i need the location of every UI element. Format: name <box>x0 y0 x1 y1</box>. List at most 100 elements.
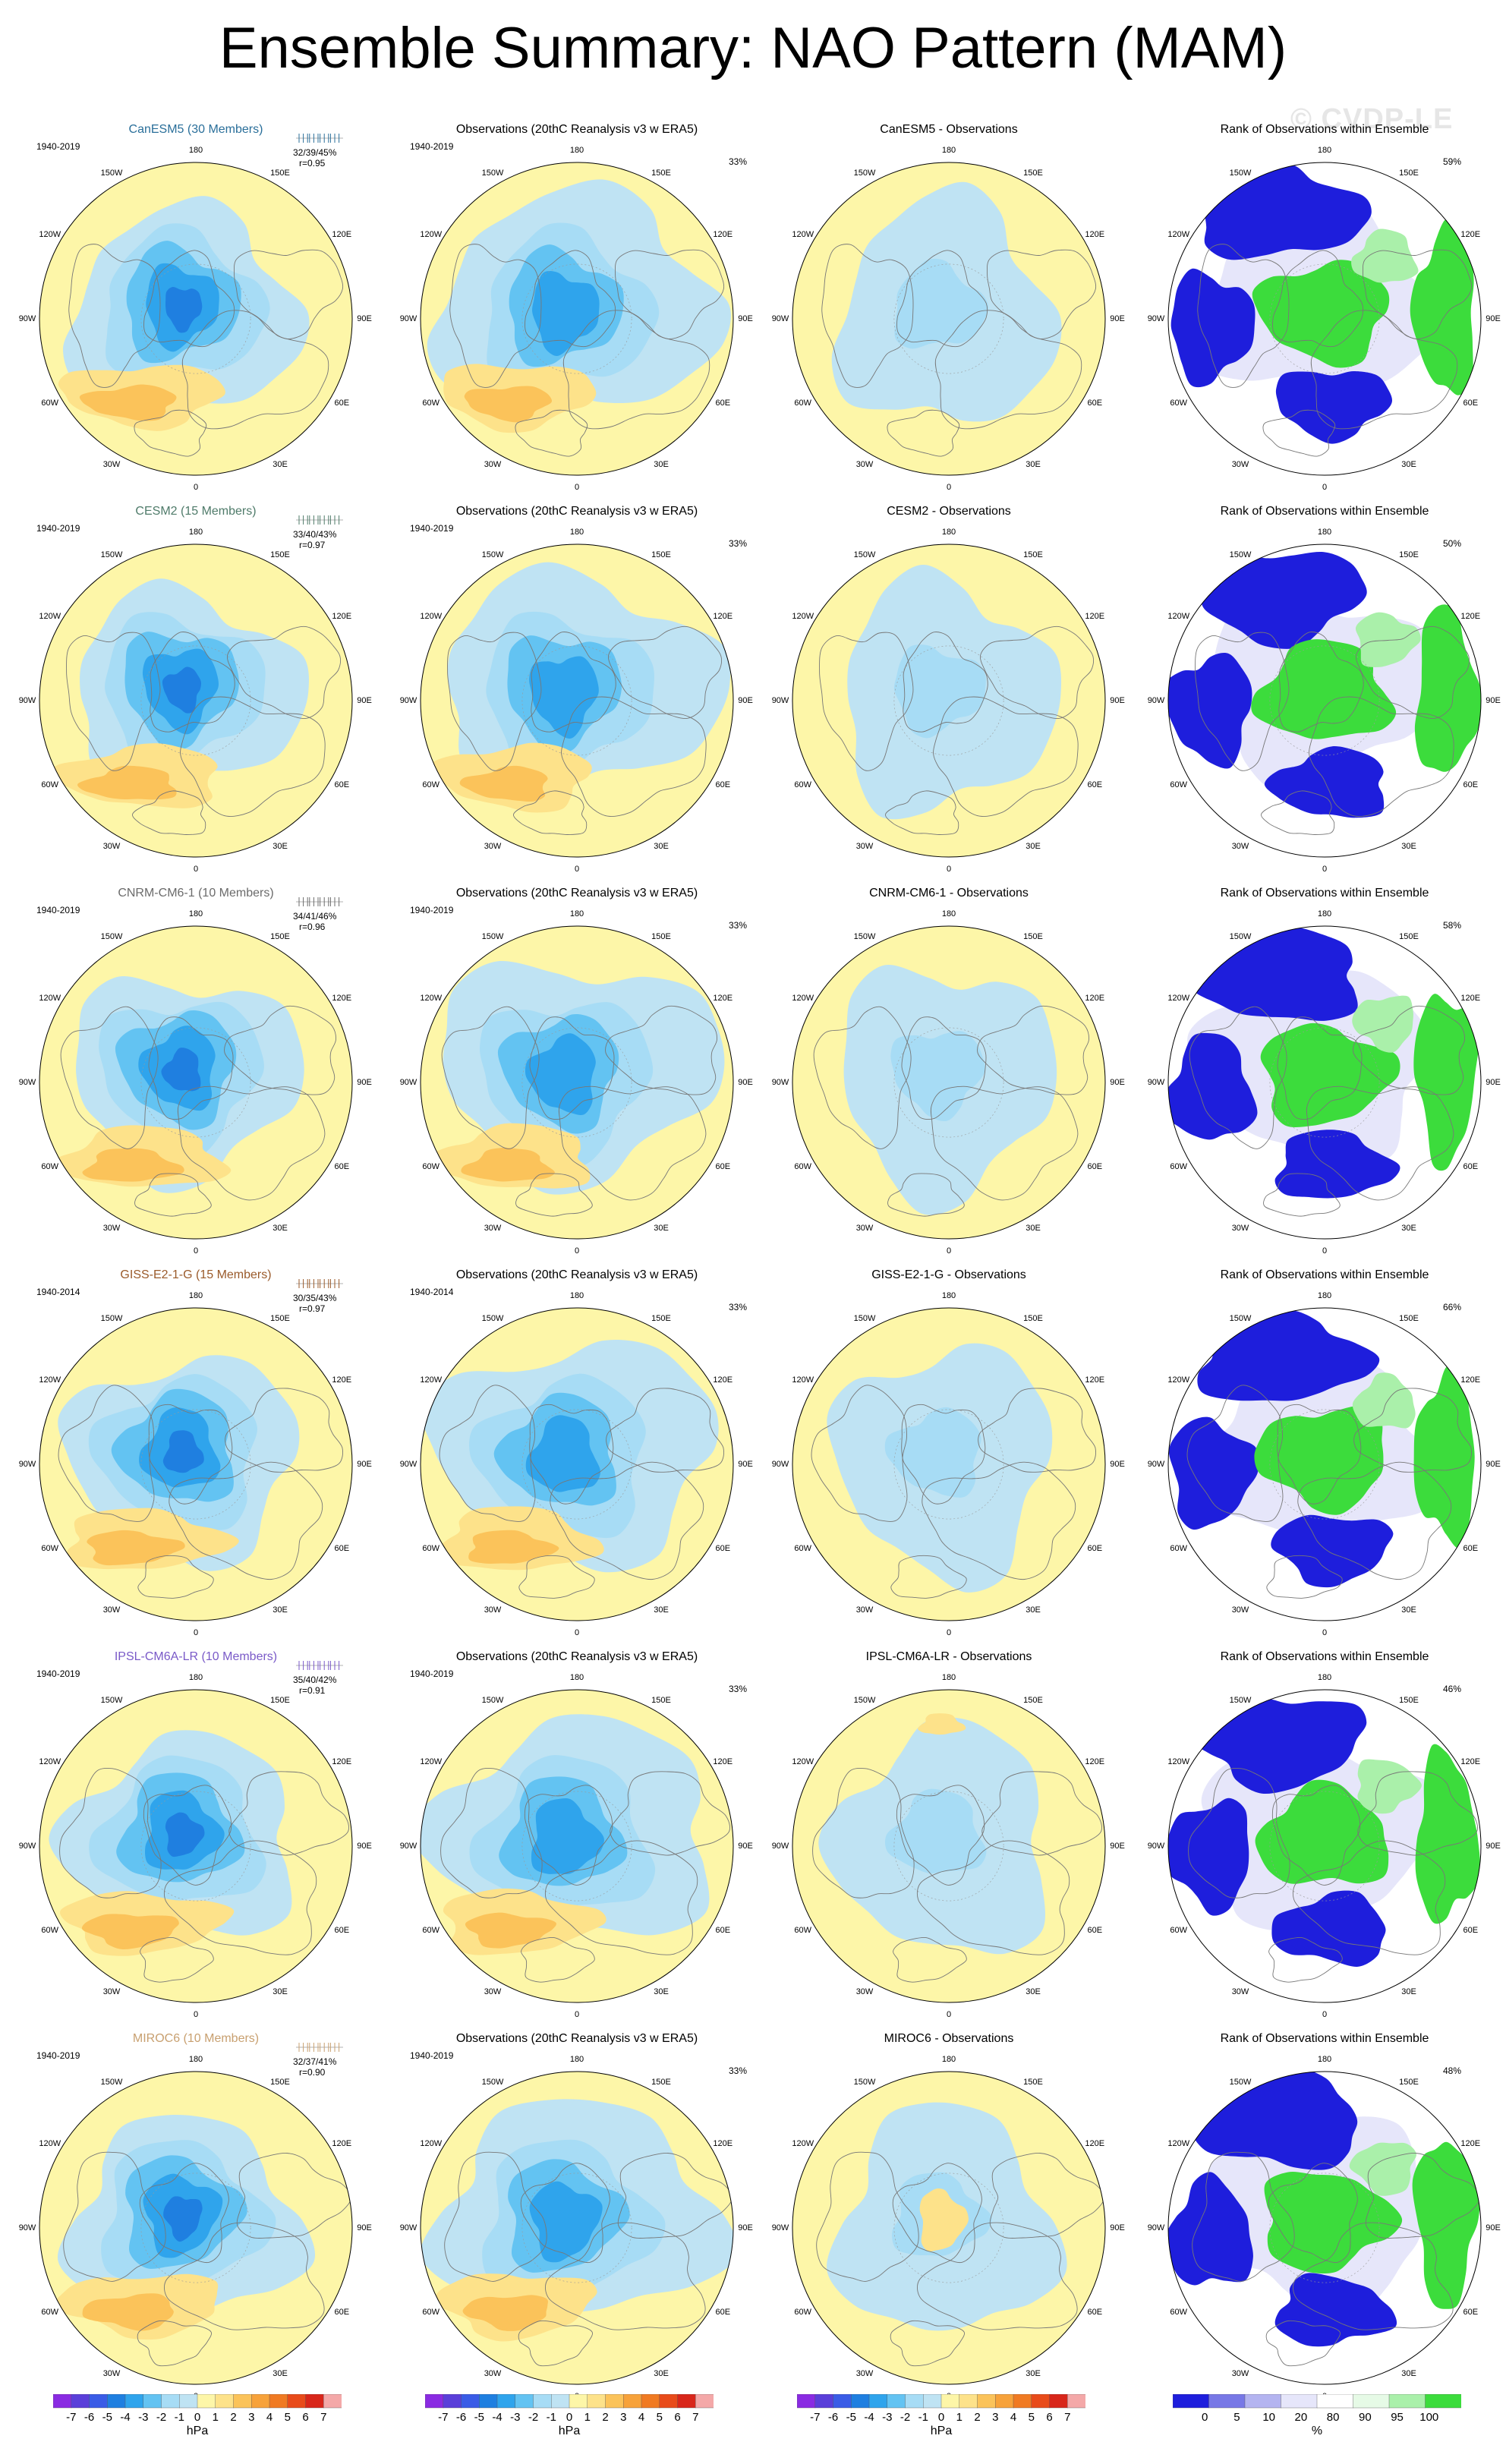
longitude-label: 60E <box>1087 399 1103 408</box>
longitude-label: 180 <box>569 528 584 537</box>
rank-patch-0-5 <box>1168 1032 1258 1140</box>
colorbar-tick-label: 7 <box>692 2411 699 2424</box>
longitude-label: 150W <box>1229 550 1252 559</box>
diff-map <box>792 162 1106 476</box>
longitude-label: 90E <box>357 696 372 705</box>
longitude-label: 0 <box>1322 483 1328 492</box>
colorbar-tick-label: 3 <box>620 2411 627 2424</box>
longitude-label: 30W <box>855 460 874 470</box>
coastline-1 <box>545 2222 706 2330</box>
coastline-2 <box>1192 2151 1295 2282</box>
colorbar-swatch <box>143 2394 162 2409</box>
longitude-label: 120E <box>713 994 733 1003</box>
longitude-label: 30W <box>102 1987 121 1997</box>
colorbar-tick-label: 5 <box>284 2411 291 2424</box>
latitude-circle <box>140 1027 251 1138</box>
longitude-label: 30W <box>484 2369 502 2379</box>
longitude-label: 60E <box>334 1544 350 1553</box>
coastline-4 <box>132 790 206 835</box>
coastline-0 <box>525 250 616 348</box>
coastline-0 <box>901 1016 987 1120</box>
colorbar-tick-label: 2 <box>230 2411 237 2424</box>
longitude-label: 90W <box>771 1842 789 1851</box>
colorbar-swatch <box>251 2394 270 2409</box>
longitude-label: 150W <box>481 931 504 941</box>
colorbar-tick-label: -1 <box>546 2411 556 2424</box>
model-map <box>39 2071 353 2385</box>
spread-stats: 32/37/41% <box>293 2056 337 2067</box>
colorbar-swatch <box>496 2394 516 2409</box>
colorbar-tick-label: -1 <box>174 2411 184 2424</box>
longitude-label: 0 <box>574 865 580 874</box>
spread-stats: 34/41/46% <box>293 911 337 922</box>
member-spread-strip <box>296 1661 343 1670</box>
colorbar-unit: hPa <box>558 2425 581 2437</box>
coastline-2 <box>813 1006 912 1149</box>
map-border <box>1167 2071 1482 2385</box>
longitude-label: 150W <box>1229 2077 1252 2087</box>
longitude-label: 30E <box>654 1605 669 1615</box>
longitude-label: 150E <box>1023 931 1043 941</box>
pattern-correlation: r=0.90 <box>299 2067 326 2078</box>
colorbar-tick-label: -5 <box>474 2411 484 2424</box>
longitude-label: 150W <box>481 1313 504 1323</box>
longitude-label: 150E <box>270 168 290 178</box>
contour-level-1 <box>894 258 989 349</box>
coastline-1 <box>550 1461 704 1580</box>
longitude-label: 60W <box>41 1544 59 1553</box>
rank-patch-0-5 <box>1168 653 1252 769</box>
longitude-label: 180 <box>941 2055 956 2064</box>
coastline-4 <box>521 1936 595 1983</box>
map-border <box>1167 925 1482 1240</box>
member-spread-strip <box>296 134 343 143</box>
spread-stats: 35/40/42% <box>293 1675 337 1685</box>
longitude-label: 60E <box>1087 2308 1103 2317</box>
coastline-0 <box>1277 1404 1362 1505</box>
coastline-2 <box>1188 1767 1290 1898</box>
coastline-1 <box>1309 696 1454 817</box>
colorbar-swatch <box>1049 2394 1068 2409</box>
coastline-0 <box>1268 2163 1358 2264</box>
rank-map <box>1167 544 1482 858</box>
rank-map <box>1167 1689 1482 2003</box>
longitude-label: 30W <box>1231 2369 1249 2379</box>
longitude-label: 120W <box>420 612 443 621</box>
longitude-label: 90E <box>738 314 753 323</box>
longitude-label: 30E <box>654 842 669 852</box>
colorbar-swatch <box>479 2394 498 2409</box>
longitude-label: 30W <box>855 1987 874 1997</box>
diff-title: CNRM-CM6-1 - Observations <box>869 887 1029 900</box>
variance-pct: 33% <box>729 2065 748 2076</box>
rank-patch-95-100 <box>1251 639 1397 739</box>
longitude-label: 90W <box>18 1460 36 1469</box>
colorbar-swatch <box>623 2394 642 2409</box>
longitude-label: 120W <box>39 612 61 621</box>
colorbar-swatch <box>587 2394 606 2409</box>
colorbar-swatch <box>940 2394 960 2409</box>
colorbar-swatch <box>1316 2394 1354 2409</box>
longitude-label: 30W <box>1231 460 1249 470</box>
coastline-3 <box>610 1771 731 1856</box>
rank-patch-90-95 <box>1357 1759 1422 1814</box>
colorbar-swatch <box>1031 2394 1051 2409</box>
obs-title: Observations (20thC Reanalysis v3 w ERA5… <box>455 1268 698 1281</box>
rank-patch-0-5 <box>1180 926 1358 1021</box>
obs-map <box>420 1689 734 2003</box>
coastline-4 <box>887 1173 965 1217</box>
longitude-label: 150E <box>1399 168 1419 178</box>
longitude-label: 60E <box>1463 780 1479 789</box>
longitude-label: 180 <box>941 146 956 155</box>
coastline-0 <box>143 250 235 348</box>
colorbar-tick-label: -7 <box>810 2411 821 2424</box>
latitude-circle <box>893 645 1004 756</box>
longitude-label: 60E <box>334 1162 350 1171</box>
longitude-label: 180 <box>569 1291 584 1300</box>
colorbar-tick-label: 0 <box>566 2411 573 2424</box>
coastline-3 <box>225 1388 343 1473</box>
colorbar-tick-label: 3 <box>248 2411 255 2424</box>
colorbar-swatch <box>89 2394 108 2409</box>
longitude-label: 0 <box>193 865 199 874</box>
longitude-label: 60E <box>1087 1162 1103 1171</box>
colorbar-tick-label: -3 <box>510 2411 521 2424</box>
longitude-label: 60E <box>334 780 350 789</box>
